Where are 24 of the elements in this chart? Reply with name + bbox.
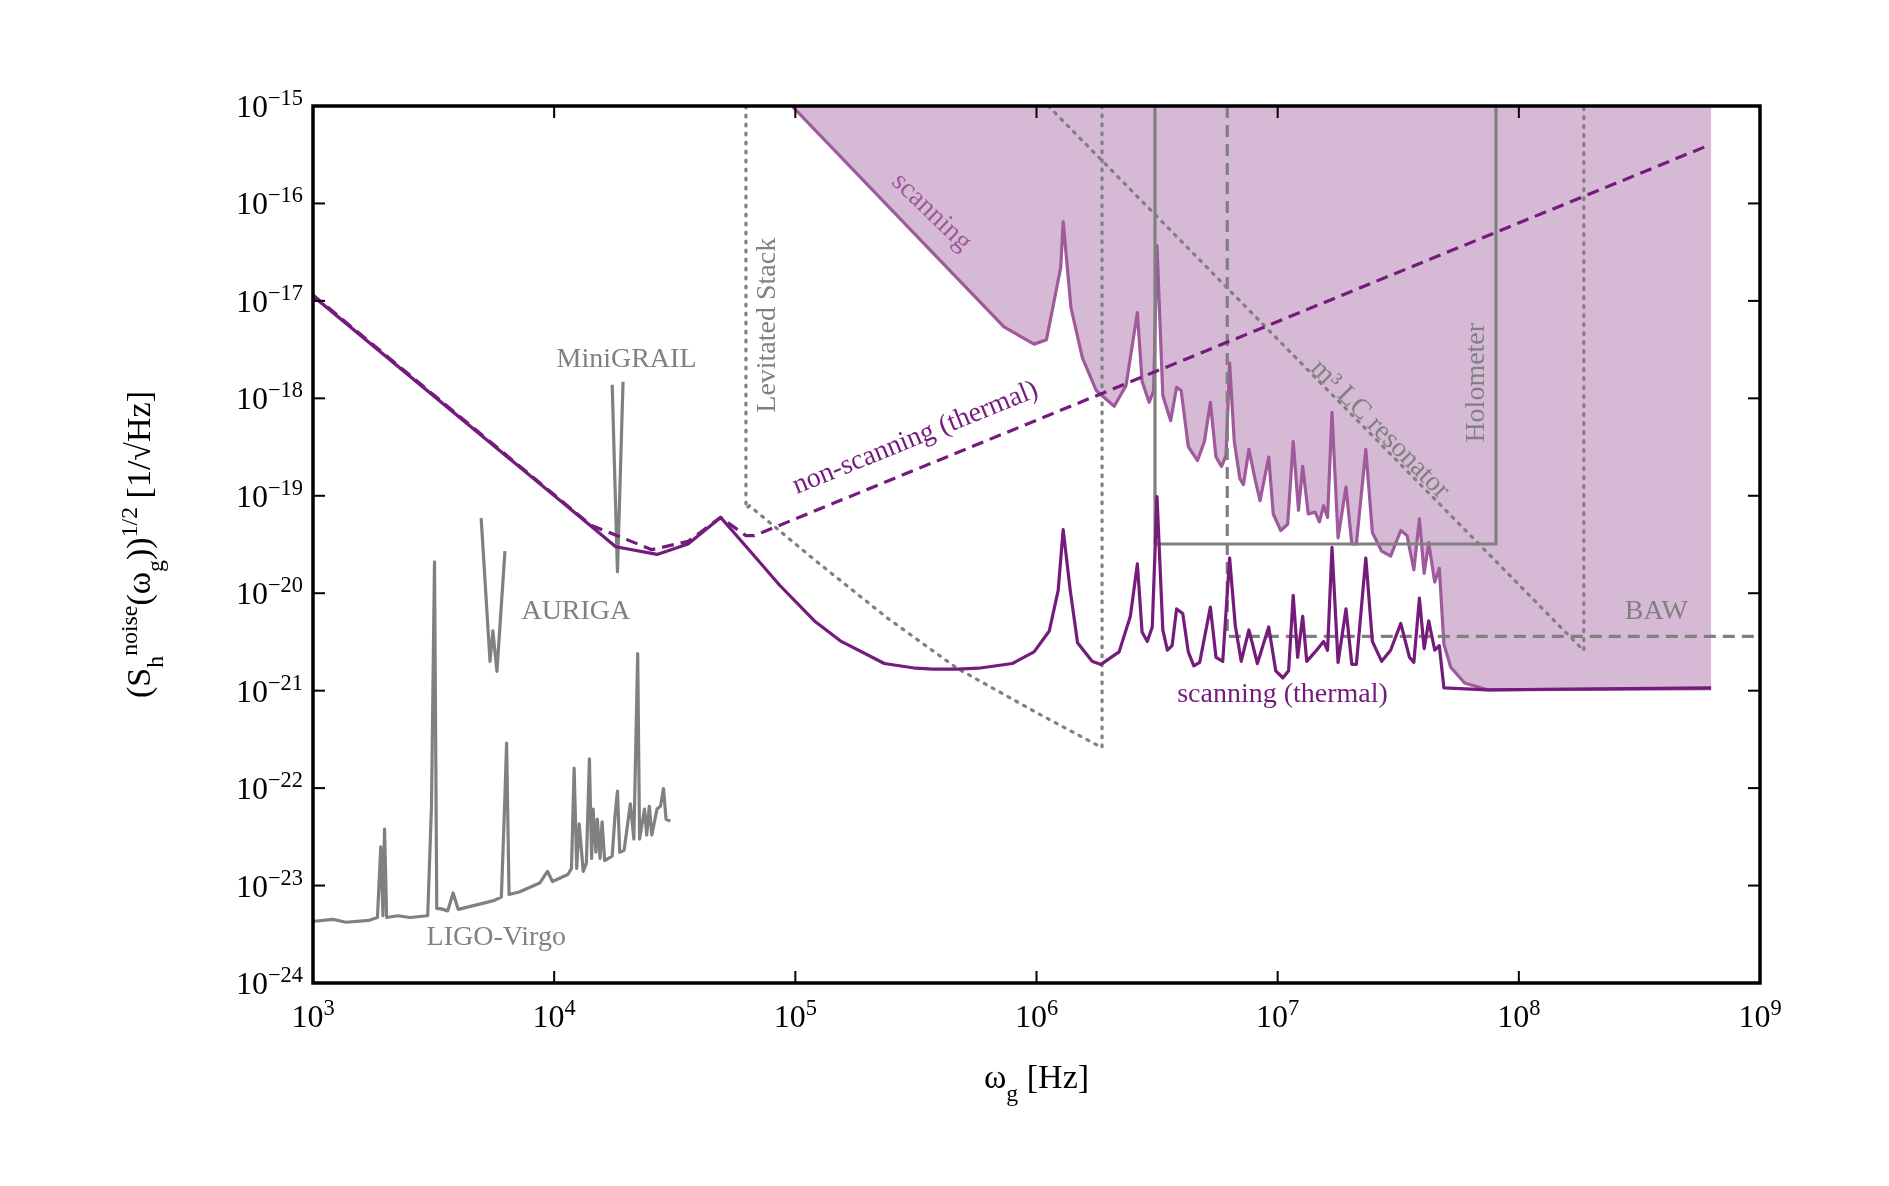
series-label: MiniGRAIL xyxy=(556,342,697,374)
y-tick-label: 10$^{−17}$ xyxy=(235,279,303,319)
y-tick-label: 10$^{−23}$ xyxy=(235,864,303,904)
x-tick-label: 10$^{4}$ xyxy=(532,994,576,1034)
series-label: BAW xyxy=(1624,594,1689,626)
series-label: scanning (thermal) xyxy=(1177,676,1388,708)
x-tick-label: 10$^{9}$ xyxy=(1738,994,1782,1034)
y-tick-label: 10$^{−18}$ xyxy=(235,376,303,417)
y-tick-label: 10$^{−20}$ xyxy=(235,571,303,612)
series-label: AURIGA xyxy=(521,594,632,626)
x-axis-title: ω$_{g}$ [Hz] xyxy=(983,1058,1090,1106)
text: Levitated Stack xyxy=(750,237,782,413)
y-tick-label: 10$^{−22}$ xyxy=(235,766,303,807)
x-tick-label: 10$^{8}$ xyxy=(1497,994,1541,1034)
y-tick-label: 10$^{−16}$ xyxy=(235,181,303,222)
series-label: LIGO-Virgo xyxy=(426,920,566,952)
line-series xyxy=(479,516,507,673)
x-tick-label: 10$^{7}$ xyxy=(1256,994,1300,1034)
y-tick-label: 10$^{−21}$ xyxy=(235,669,303,709)
x-tick-label: 10$^{5}$ xyxy=(773,994,817,1034)
text: Holometer xyxy=(1459,322,1491,443)
y-tick-label: 10$^{−15}$ xyxy=(235,84,303,124)
x-tick-label: 10$^{6}$ xyxy=(1014,994,1059,1034)
y-tick-label: 10$^{−19}$ xyxy=(235,474,303,514)
